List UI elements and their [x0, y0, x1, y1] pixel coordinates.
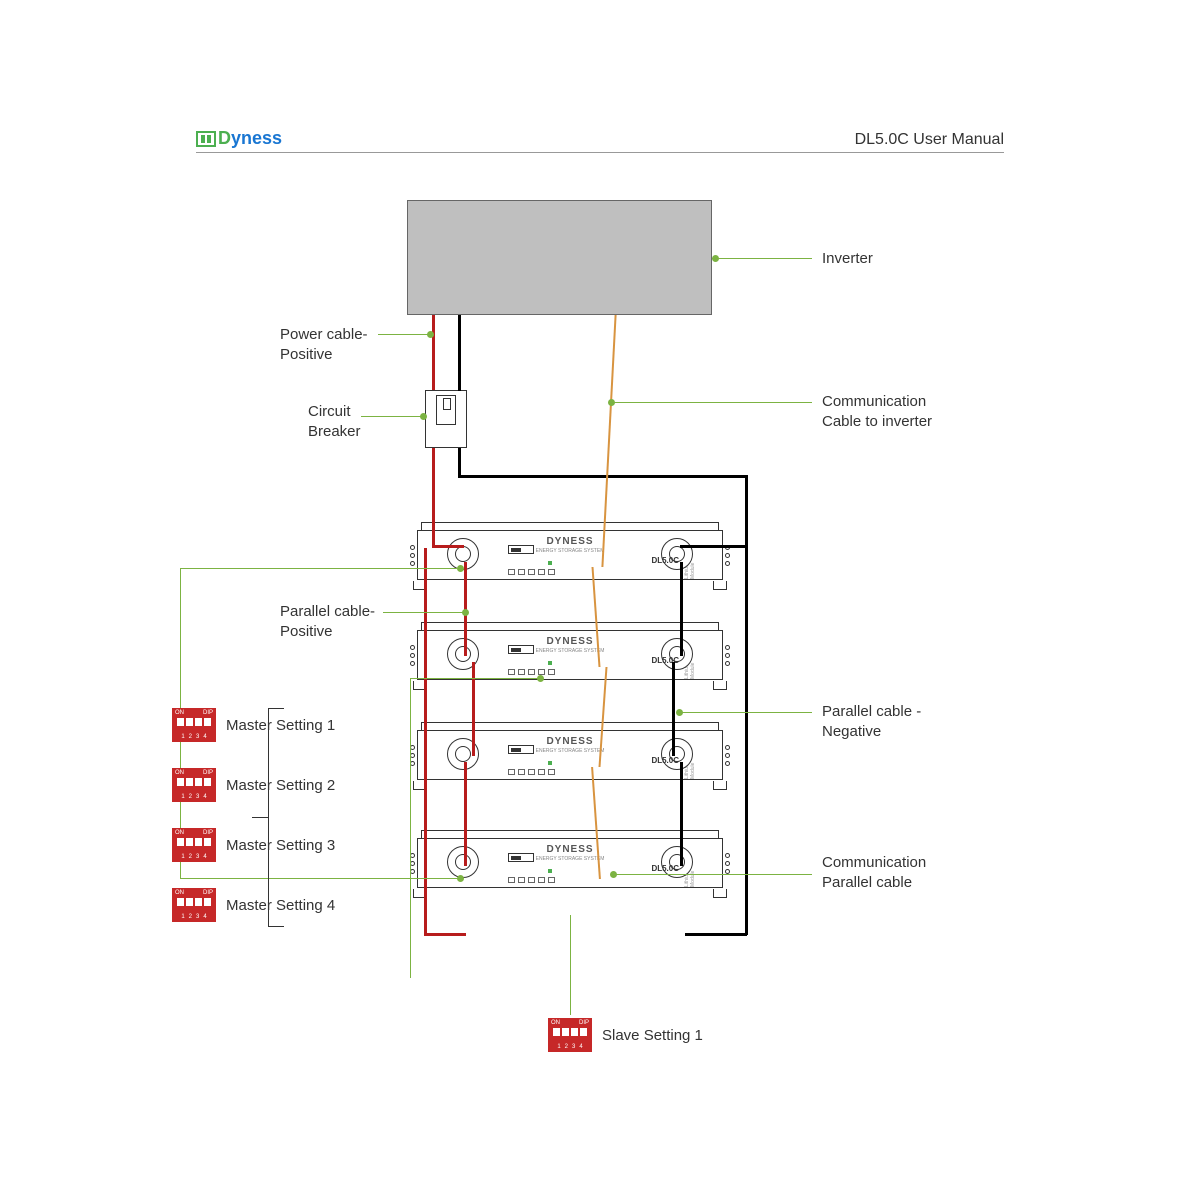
leader [180, 878, 460, 879]
battery-model: DL5.0C [651, 864, 679, 873]
battery-brand: DYNESS [546, 636, 593, 647]
cable-red [432, 448, 435, 548]
cable-black [685, 933, 747, 936]
cable-red [424, 933, 466, 936]
terminal-negative [661, 638, 693, 670]
terminal-negative [661, 738, 693, 770]
doc-title: DL5.0C User Manual [855, 131, 1004, 149]
label-master-3: Master Setting 3 [226, 837, 335, 854]
logo-icon [196, 131, 216, 147]
battery-module-4: Lithium Battery Module DYNESS ENERGY STO… [407, 828, 733, 898]
leader [712, 258, 812, 259]
dip-master-3: ONDIP 1234 [172, 828, 216, 862]
cable-black [458, 475, 748, 478]
battery-model: DL5.0C [651, 556, 679, 565]
leader-dot [712, 255, 719, 262]
battery-brand: DYNESS [546, 536, 593, 547]
cable-black [458, 315, 461, 391]
wiring-diagram: Lithium Battery Module DYNESS ENERGY STO… [0, 170, 1200, 1180]
page-header: Dyness DL5.0C User Manual [196, 128, 1004, 153]
leader [612, 402, 812, 403]
inverter-box [407, 200, 712, 315]
cable-black-trunk [745, 475, 748, 935]
leader-dot [676, 709, 683, 716]
circuit-breaker [425, 390, 467, 448]
bracket [268, 926, 284, 927]
leader [361, 416, 423, 417]
label-comm-inv: Communication Cable to inverter [822, 392, 932, 431]
label-master-4: Master Setting 4 [226, 897, 335, 914]
cable-red [464, 762, 467, 866]
leader-dot [462, 609, 469, 616]
dip-slave-1: ONDIP 1234 [548, 1018, 592, 1052]
battery-module-2: Lithium Battery Module DYNESS ENERGY STO… [407, 620, 733, 690]
terminal-positive [447, 846, 479, 878]
cable-black [680, 762, 683, 866]
battery-model: DL5.0C [651, 756, 679, 765]
terminal-negative [661, 538, 693, 570]
dip-master-4: ONDIP 1234 [172, 888, 216, 922]
label-power-pos: Power cable- Positive [280, 325, 368, 364]
bracket [252, 817, 268, 818]
bracket [268, 708, 269, 926]
label-inverter: Inverter [822, 249, 873, 269]
leader-dot [457, 565, 464, 572]
dip-master-2: ONDIP 1234 [172, 768, 216, 802]
label-par-pos: Parallel cable- Positive [280, 602, 375, 641]
battery-brand: DYNESS [546, 844, 593, 855]
cable-red [472, 662, 475, 756]
label-breaker: Circuit Breaker [308, 402, 361, 441]
leader [680, 712, 812, 713]
leader [180, 568, 460, 569]
cable-black [672, 662, 675, 756]
logo-letter-d: D [218, 128, 231, 148]
label-master-2: Master Setting 2 [226, 777, 335, 794]
logo-rest: yness [231, 128, 282, 148]
leader-dot [457, 875, 464, 882]
label-master-1: Master Setting 1 [226, 717, 335, 734]
leader-dot [610, 871, 617, 878]
leader [378, 334, 430, 335]
brand-logo: Dyness [196, 128, 282, 149]
battery-module-3: Lithium Battery Module DYNESS ENERGY STO… [407, 720, 733, 790]
label-par-neg: Parallel cable - Negative [822, 702, 921, 741]
leader-dot [427, 331, 434, 338]
leader [410, 678, 411, 978]
label-comm-par: Communication Parallel cable [822, 853, 926, 892]
label-slave1: Slave Setting 1 [602, 1027, 703, 1044]
leader-dot [537, 675, 544, 682]
leader [614, 874, 812, 875]
leader [570, 915, 571, 1015]
battery-brand: DYNESS [546, 736, 593, 747]
cable-red [432, 545, 464, 548]
cable-black [680, 562, 683, 656]
leader [383, 612, 465, 613]
bracket [268, 708, 284, 709]
dip-master-1: ONDIP 1234 [172, 708, 216, 742]
leader-dot [608, 399, 615, 406]
battery-module-1: Lithium Battery Module DYNESS ENERGY STO… [407, 520, 733, 590]
leader [410, 678, 540, 679]
cable-black [680, 545, 747, 548]
cable-red [432, 315, 435, 390]
cable-black [458, 448, 461, 478]
leader-dot [420, 413, 427, 420]
